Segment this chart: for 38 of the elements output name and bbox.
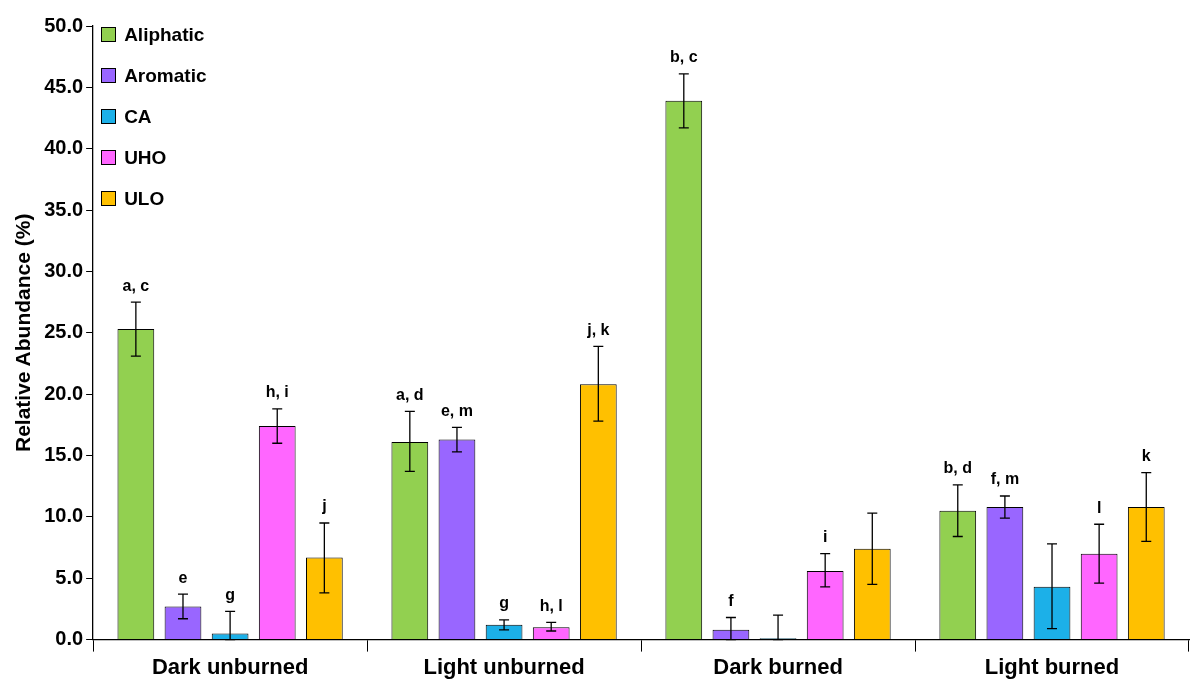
legend-label: CA bbox=[124, 105, 152, 128]
y-tick-label: 20.0 bbox=[44, 381, 84, 404]
legend-label: Aromatic bbox=[124, 64, 207, 87]
data-label: g bbox=[499, 594, 509, 612]
data-label: g bbox=[225, 585, 235, 603]
y-tick-label: 45.0 bbox=[44, 74, 84, 97]
x-tick-label: Dark burned bbox=[713, 653, 843, 679]
y-tick-label: 35.0 bbox=[44, 197, 84, 220]
y-tick-label: 0.0 bbox=[55, 627, 84, 650]
y-tick-label: 50.0 bbox=[44, 13, 84, 36]
legend-label: ULO bbox=[124, 187, 165, 210]
x-tick-label: Light burned bbox=[984, 653, 1120, 679]
data-label: e, m bbox=[440, 401, 473, 419]
y-tick-label: 25.0 bbox=[44, 320, 84, 343]
data-label: h, i bbox=[265, 383, 289, 401]
y-axis-title: Relative Abundance (%) bbox=[11, 213, 35, 453]
data-label: e bbox=[178, 568, 188, 586]
y-tick-label: 40.0 bbox=[44, 136, 84, 159]
legend-label: Aliphatic bbox=[124, 23, 205, 46]
y-tick-label: 5.0 bbox=[55, 565, 84, 588]
y-tick-label: 15.0 bbox=[44, 443, 84, 466]
data-label: j bbox=[321, 497, 327, 515]
x-tick-label: Light unburned bbox=[423, 653, 585, 679]
x-tick-label: Dark unburned bbox=[151, 653, 309, 679]
data-label: f, m bbox=[990, 470, 1020, 488]
data-label: a, d bbox=[396, 385, 424, 403]
data-label: b, c bbox=[670, 48, 698, 66]
data-label: k bbox=[1141, 447, 1151, 465]
data-label: l bbox=[1096, 498, 1102, 516]
y-tick-label: 30.0 bbox=[44, 258, 84, 281]
data-label: f bbox=[728, 591, 735, 609]
data-label: j, k bbox=[586, 320, 610, 338]
data-label: b, d bbox=[943, 459, 972, 477]
data-label: i bbox=[822, 528, 828, 546]
legend-label: UHO bbox=[124, 146, 167, 169]
data-label: h, l bbox=[539, 596, 563, 614]
y-tick-label: 10.0 bbox=[44, 504, 84, 527]
data-label: a, c bbox=[122, 276, 150, 294]
